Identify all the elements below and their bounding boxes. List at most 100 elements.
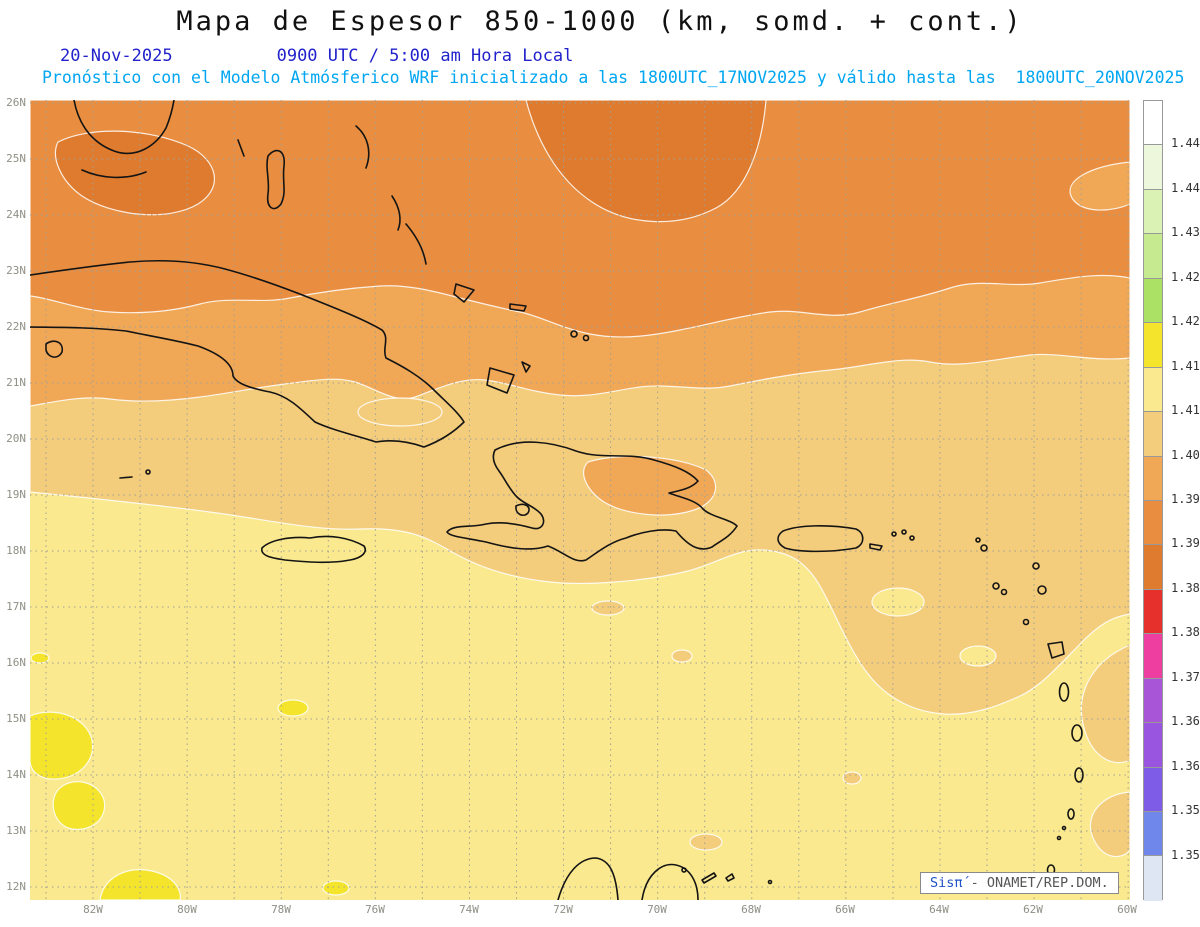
color-scale-segment — [1144, 189, 1162, 235]
lat-label: 18N — [6, 544, 26, 557]
date-label: 20-Nov-2025 — [60, 46, 173, 66]
color-scale-value: 1.356 — [1171, 803, 1200, 818]
band-1398-hispaniola-patch — [583, 455, 717, 516]
color-scale-value: 1.374 — [1171, 669, 1200, 684]
coast-bimini — [237, 139, 245, 157]
color-scale-segment — [1144, 101, 1162, 146]
coast-st-vincent — [1067, 808, 1075, 820]
coast-isla-juventud — [45, 340, 64, 358]
color-scale-segment — [1144, 723, 1162, 768]
color-scale-segment — [1144, 678, 1162, 724]
coast-hispaniola — [446, 441, 738, 562]
coastlines — [30, 100, 1084, 900]
coast-little-inagua — [521, 361, 531, 373]
latitude-axis: 26N 25N 24N 23N 22N 21N 20N 19N 18N 17N 16N 15N 14N 1… — [0, 96, 26, 900]
lat-label: 13N — [6, 824, 26, 837]
band-1404-patch3 — [689, 833, 723, 851]
band-1386-center — [525, 100, 767, 223]
coast-cayman — [119, 476, 133, 479]
band-1416-blob5 — [322, 880, 350, 896]
color-scale-segment — [1144, 589, 1162, 635]
lon-label: 70W — [647, 903, 667, 916]
coast-great-inagua — [486, 367, 515, 394]
color-scale-segment — [1144, 234, 1162, 279]
lat-label: 17N — [6, 600, 26, 613]
lat-label: 26N — [6, 96, 26, 109]
band-1410-hole1 — [871, 587, 925, 617]
coast-cuba — [30, 259, 465, 448]
time-label: 0900 UTC / 5:00 am Hora Local — [276, 46, 574, 66]
band-1398-ne-patch — [1069, 161, 1130, 211]
coast-florida-tip — [73, 100, 175, 155]
color-scale-segment — [1144, 278, 1162, 324]
band-1416-blob2 — [52, 781, 106, 830]
coast-st-lucia — [1074, 767, 1084, 783]
coast-guajira — [557, 857, 619, 900]
coast-mayaguana — [509, 303, 527, 312]
coast-bonaire — [725, 873, 735, 882]
color-scale-value: 1.41 — [1171, 403, 1200, 418]
thickness-map — [30, 100, 1130, 900]
lon-label: 74W — [459, 903, 479, 916]
lon-label: 68W — [741, 903, 761, 916]
coast-aruba — [681, 867, 687, 873]
lat-label: 24N — [6, 208, 26, 221]
color-scale-value: 1.368 — [1171, 714, 1200, 729]
lon-label: 60W — [1117, 903, 1137, 916]
color-scale-value: 1.416 — [1171, 358, 1200, 373]
lat-label: 14N — [6, 768, 26, 781]
lat-label: 25N — [6, 152, 26, 165]
longitude-axis: 82W 80W 78W 76W 74W 72W 70W 68W 66W 64W 62W 60W — [0, 903, 1200, 919]
coast-barbuda — [1032, 562, 1040, 570]
coast-dominica — [1058, 682, 1070, 702]
lat-label: 22N — [6, 320, 26, 333]
color-scale-segment — [1144, 323, 1162, 368]
color-scale-segment — [1144, 500, 1162, 546]
coast-curacao — [701, 872, 717, 884]
color-scale-segment — [1144, 812, 1162, 857]
lon-label: 62W — [1023, 903, 1043, 916]
lat-label: 20N — [6, 432, 26, 445]
sispi-logo: Sisπ́ — [930, 875, 963, 891]
lat-label: 21N — [6, 376, 26, 389]
color-scale-segment — [1144, 856, 1162, 901]
lat-label: 15N — [6, 712, 26, 725]
coast-st-martin — [980, 544, 988, 552]
coast-grenadines1 — [1061, 825, 1067, 831]
band-1404-patch2 — [671, 649, 693, 663]
band-1416-blob4 — [99, 869, 181, 900]
coast-long-island — [405, 223, 427, 265]
forecast-line: Pronóstico con el Modelo Atmósferico WRF… — [42, 68, 1185, 87]
color-scale-segment — [1144, 367, 1162, 413]
coast-los-roques — [767, 879, 773, 885]
color-scale-segment — [1144, 412, 1162, 457]
coast-martinique — [1071, 724, 1083, 742]
coast-st-kitts — [992, 582, 1000, 590]
coast-virgin1 — [891, 531, 897, 537]
lon-label: 82W — [83, 903, 103, 916]
coast-gonave — [515, 503, 530, 516]
color-scale-bar — [1143, 100, 1163, 901]
coast-nevis — [1000, 588, 1008, 596]
color-scale-value: 1.44 — [1171, 180, 1200, 195]
lon-label: 66W — [835, 903, 855, 916]
color-scale-value: 1.434 — [1171, 225, 1200, 240]
map-area — [30, 100, 1130, 900]
coast-grenadines2 — [1056, 835, 1062, 841]
coast-turks2 — [582, 334, 590, 342]
band-1404-inner-patch — [357, 397, 443, 427]
band-1416-blob6 — [30, 652, 50, 664]
color-scale-value: 1.404 — [1171, 447, 1200, 462]
lon-label: 64W — [929, 903, 949, 916]
color-scale-value: 1.446 — [1171, 136, 1200, 151]
color-scale-value: 1.392 — [1171, 536, 1200, 551]
coast-crooked-acklins — [453, 283, 475, 303]
coast-virgin3 — [909, 535, 915, 541]
color-scale-value: 1.362 — [1171, 758, 1200, 773]
coast-cat-island — [391, 195, 401, 231]
coast-virgin2 — [901, 529, 907, 535]
lat-label: 12N — [6, 880, 26, 893]
color-scale-segment — [1144, 456, 1162, 501]
lat-label: 16N — [6, 656, 26, 669]
